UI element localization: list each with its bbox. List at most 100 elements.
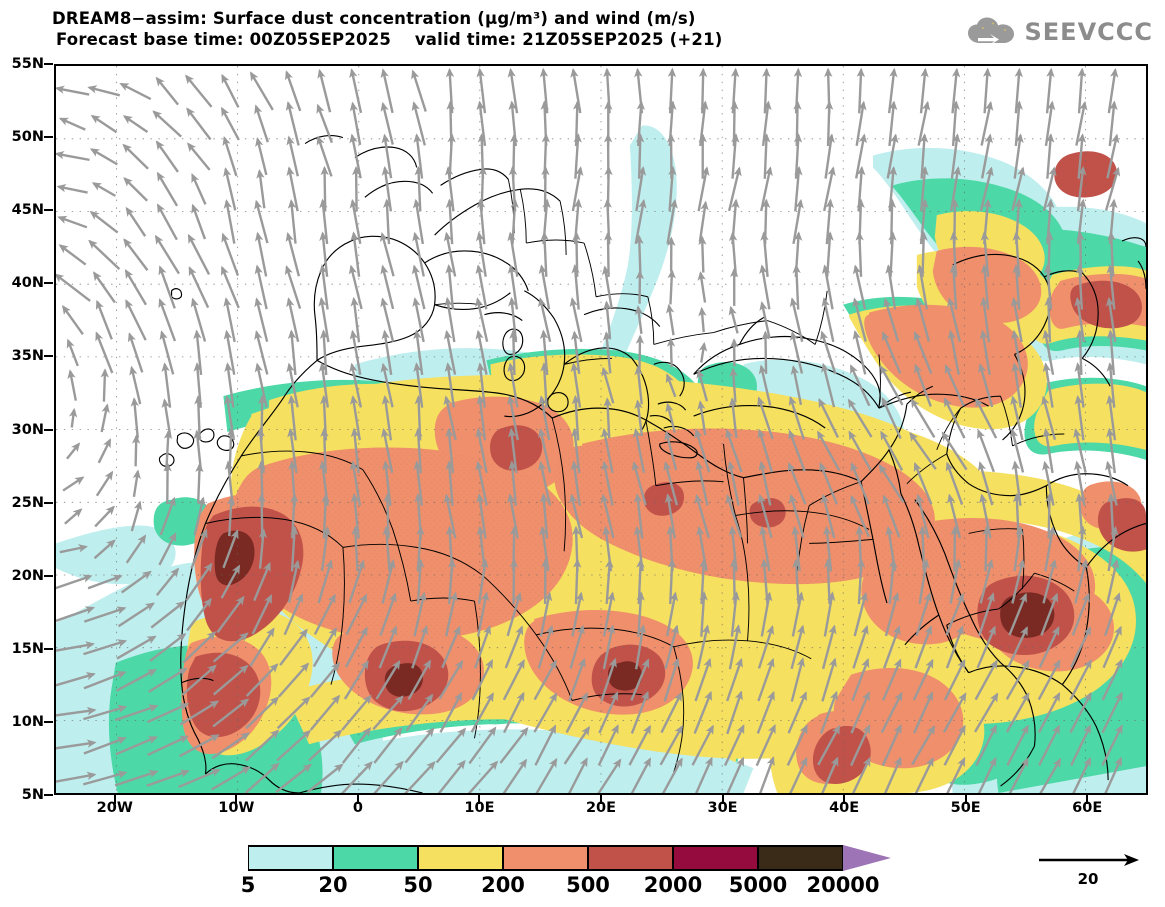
wind-arrow bbox=[942, 692, 967, 733]
wind-arrow bbox=[1012, 492, 1022, 539]
wind-arrow bbox=[914, 363, 932, 407]
wind-arrow bbox=[1106, 133, 1120, 179]
x-axis-tick bbox=[964, 795, 967, 804]
wind-arrow bbox=[445, 460, 454, 506]
wind-arrow bbox=[285, 70, 302, 112]
wind-arrow bbox=[727, 460, 740, 506]
wind-arrow bbox=[114, 704, 159, 722]
wind-arrow bbox=[601, 265, 613, 309]
wind-arrow bbox=[694, 756, 713, 793]
colorbar-swatch bbox=[333, 845, 418, 871]
wind-arrow bbox=[290, 525, 299, 572]
wind-arrow bbox=[477, 133, 487, 179]
x-axis-label: 50E bbox=[950, 800, 981, 816]
wind-arrow bbox=[757, 493, 773, 539]
wind-arrow bbox=[341, 761, 373, 793]
wind-arrow bbox=[380, 232, 395, 277]
wind-arrow bbox=[506, 592, 522, 637]
wind-arrow bbox=[540, 362, 549, 408]
wind-arrow bbox=[69, 407, 78, 428]
wind-arrow bbox=[818, 398, 840, 438]
wind-arrow bbox=[412, 231, 425, 277]
wind-arrow bbox=[698, 200, 709, 243]
colorbar-tick-label: 50 bbox=[403, 873, 433, 897]
wind-arrow bbox=[977, 756, 997, 793]
y-axis-label: 10N bbox=[11, 713, 44, 730]
wind-arrow bbox=[223, 297, 236, 343]
wind-arrow bbox=[635, 166, 647, 212]
y-axis-tick bbox=[44, 794, 53, 796]
wind-arrow bbox=[1070, 724, 1092, 766]
wind-arrow bbox=[983, 198, 992, 245]
wind-arrow bbox=[132, 469, 141, 498]
wind-arrow bbox=[1076, 231, 1085, 277]
wind-arrow bbox=[725, 428, 743, 473]
wind-arrow bbox=[446, 100, 455, 147]
wind-arrow bbox=[435, 727, 467, 764]
colorbar-tick-label: 20 bbox=[318, 873, 348, 897]
wind-arrow bbox=[634, 67, 644, 114]
colorbar-under-arrow bbox=[200, 845, 248, 871]
wind-arrow bbox=[349, 133, 362, 179]
wind-arrow bbox=[659, 724, 683, 766]
wind-arrow bbox=[59, 544, 88, 554]
wind-arrow bbox=[223, 167, 237, 211]
wind-arrow bbox=[211, 732, 251, 760]
wind-arrow bbox=[350, 427, 360, 474]
map-plot-area[interactable] bbox=[54, 64, 1148, 795]
wind-arrow bbox=[88, 239, 121, 270]
wind-scale-reference: 20 bbox=[1036, 852, 1146, 892]
wind-arrow bbox=[127, 332, 144, 373]
wind-arrow bbox=[852, 329, 867, 375]
x-axis-label: 10W bbox=[218, 800, 255, 816]
wind-arrow bbox=[570, 460, 581, 506]
wind-arrow bbox=[949, 166, 962, 212]
wind-arrow bbox=[849, 724, 871, 767]
wind-arrow bbox=[919, 67, 929, 114]
wind-arrow bbox=[667, 67, 677, 114]
wind-arrow bbox=[790, 365, 803, 406]
colorbar-tick-label: 2000 bbox=[643, 873, 703, 897]
wind-arrow bbox=[696, 624, 710, 670]
wind-arrow bbox=[438, 659, 464, 700]
wind-arrow bbox=[182, 631, 217, 664]
wind-arrow bbox=[1010, 297, 1023, 343]
wind-arrow bbox=[320, 165, 329, 212]
wind-arrow bbox=[978, 592, 995, 637]
wind-arrow bbox=[468, 726, 497, 765]
wind-arrow bbox=[191, 203, 207, 240]
wind-arrow bbox=[507, 264, 519, 310]
wind-arrow bbox=[943, 724, 966, 766]
wind-arrow bbox=[696, 368, 709, 402]
wind-arrow bbox=[1011, 460, 1022, 506]
wind-arrow bbox=[824, 67, 833, 114]
wind-arrow bbox=[1010, 395, 1024, 441]
wind-arrow bbox=[159, 496, 176, 536]
wind-arrow bbox=[570, 362, 582, 408]
wind-arrow bbox=[470, 692, 494, 733]
wind-arrow bbox=[1101, 724, 1123, 766]
wind-arrow bbox=[633, 525, 644, 572]
y-axis-label: 55N bbox=[11, 56, 44, 72]
wind-arrow bbox=[185, 74, 213, 108]
wind-arrow bbox=[313, 593, 336, 635]
wind-arrow bbox=[94, 505, 116, 528]
wind-arrow bbox=[381, 329, 393, 375]
wind-arrow bbox=[471, 659, 494, 701]
wind-arrow bbox=[56, 184, 88, 194]
wind-arrow bbox=[759, 264, 771, 310]
wind-arrow bbox=[381, 394, 393, 441]
wind-arrow bbox=[89, 148, 118, 166]
wind-arrow bbox=[883, 625, 901, 669]
wind-arrow bbox=[823, 591, 836, 637]
wind-arrow bbox=[695, 460, 709, 506]
wind-arrow bbox=[56, 151, 90, 162]
wind-arrow bbox=[851, 756, 871, 793]
wind-arrow bbox=[381, 427, 394, 473]
wind-arrow bbox=[664, 430, 678, 471]
wind-arrow bbox=[666, 525, 675, 572]
wind-arrow bbox=[726, 657, 743, 702]
wind-arrow bbox=[1072, 757, 1092, 793]
wind-arrow bbox=[507, 362, 519, 408]
wind-arrow bbox=[760, 166, 773, 212]
